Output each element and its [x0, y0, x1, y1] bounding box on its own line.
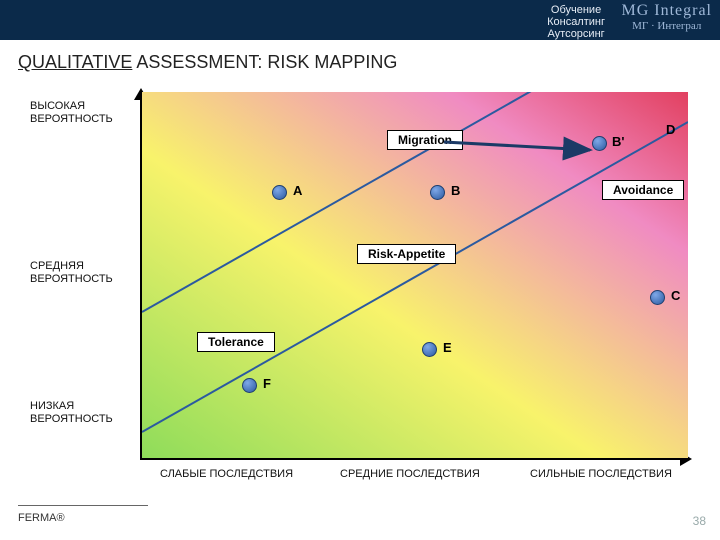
- migration-arrow-icon: [142, 92, 688, 212]
- header-services: Обучение Консалтинг Аутсорсинг: [547, 4, 605, 40]
- y-label-high: ВЫСОКАЯ ВЕРОЯТНОСТЬ: [30, 100, 130, 126]
- x-label-mid: СРЕДНИЕ ПОСЛЕДСТВИЯ: [340, 468, 480, 481]
- y-label-low: НИЗКАЯ ВЕРОЯТНОСТЬ: [30, 400, 130, 426]
- footnote: FERMA®: [18, 512, 65, 524]
- header-bar: [0, 0, 720, 40]
- logo-top: МG Integral: [621, 2, 712, 20]
- x-label-low: СЛАБЫЕ ПОСЛЕДСТВИЯ: [160, 468, 293, 481]
- risk-map-chart: A B B' C D E F Migration Avoidance Toler…: [40, 90, 690, 460]
- page-number: 38: [693, 514, 706, 528]
- logo-bottom: МГ · Интеграл: [621, 20, 712, 32]
- x-label-high: СИЛЬНЫЕ ПОСЛЕДСТВИЯ: [530, 468, 672, 481]
- risk-appetite-tag: Risk-Appetite: [357, 244, 456, 264]
- point-F-dot: [242, 378, 257, 393]
- point-C-label: C: [671, 288, 680, 303]
- title-prefix: QUALITATIVE: [18, 52, 132, 72]
- tolerance-tag: Tolerance: [197, 332, 275, 352]
- x-axis: [140, 458, 688, 460]
- title-rest: ASSESSMENT: RISK MAPPING: [132, 52, 397, 72]
- plot-area: A B B' C D E F Migration Avoidance Toler…: [142, 92, 688, 458]
- slide-title: QUALITATIVE ASSESSMENT: RISK MAPPING: [18, 52, 397, 73]
- point-E-label: E: [443, 340, 452, 355]
- point-E-dot: [422, 342, 437, 357]
- brand-logo: МG Integral МГ · Интеграл: [621, 2, 712, 32]
- header-service-1: Обучение: [547, 4, 605, 16]
- footnote-divider: [18, 505, 148, 506]
- point-C-dot: [650, 290, 665, 305]
- header-service-3: Аутсорсинг: [547, 28, 605, 40]
- y-label-mid: СРЕДНЯЯ ВЕРОЯТНОСТЬ: [30, 260, 130, 286]
- header-service-2: Консалтинг: [547, 16, 605, 28]
- point-F-label: F: [263, 376, 271, 391]
